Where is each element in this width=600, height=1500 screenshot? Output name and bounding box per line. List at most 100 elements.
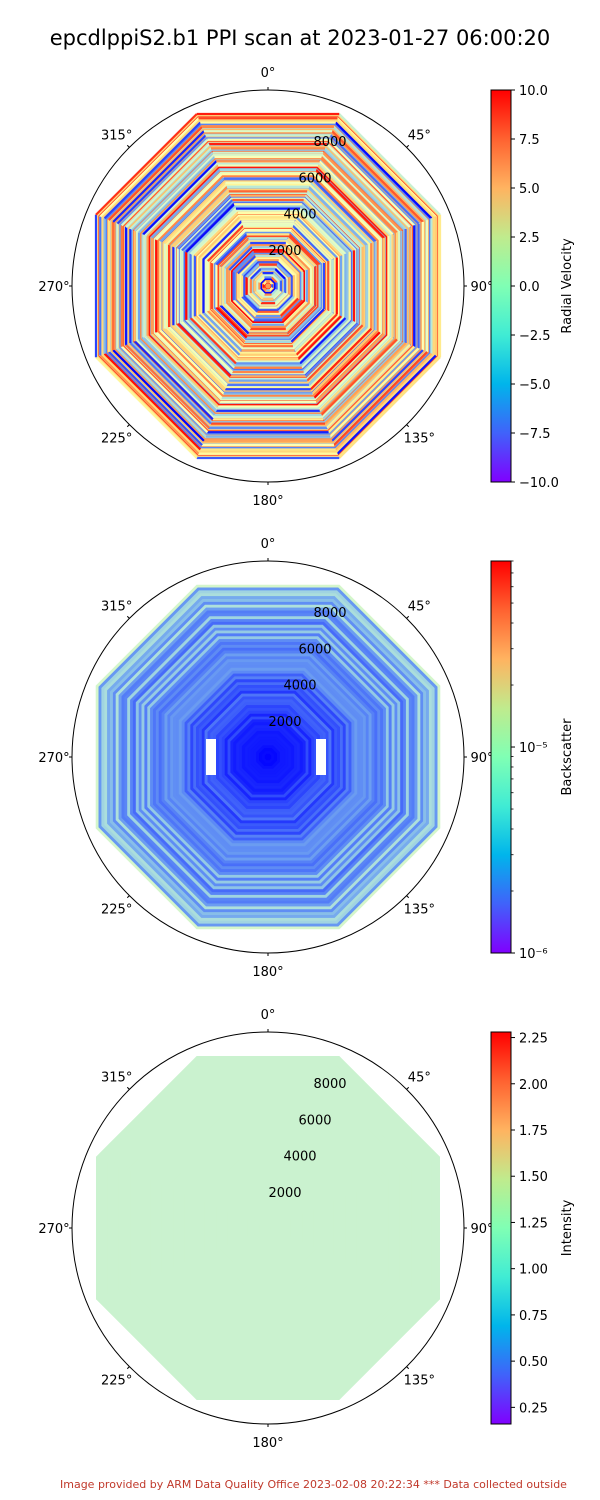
angle-tick-label: 180°: [252, 965, 283, 980]
angle-tick-label: 270°: [38, 1222, 69, 1237]
colorbar-tick-label: 1.25: [519, 1216, 548, 1231]
angle-tick: [406, 1366, 410, 1370]
range-stripe: [295, 313, 338, 356]
range-stripe: [151, 333, 221, 403]
range-stripe: [272, 272, 282, 282]
colorbar-tick-label: 2.00: [519, 1078, 548, 1093]
range-stripe: [211, 229, 246, 264]
colorbar-tick-label: 1.75: [519, 1124, 548, 1139]
range-stripe: [293, 220, 334, 261]
range-stripe: [324, 342, 407, 425]
angle-tick: [126, 895, 130, 899]
radial-tick-label: 2000: [268, 1186, 301, 1201]
angle-tick-label: 135°: [404, 1373, 435, 1388]
range-stripe: [129, 147, 212, 230]
range-stripe: [103, 121, 202, 220]
footer-credit: Image provided by ARM Data Quality Offic…: [60, 1478, 567, 1491]
range-stripe: [295, 216, 338, 259]
range-stripe: [95, 113, 198, 216]
range-stripe: [299, 207, 347, 255]
range-stripe: [164, 182, 227, 245]
range-stripe: [283, 246, 308, 271]
angle-tick: [406, 144, 410, 148]
range-stripe: [172, 190, 230, 248]
range-stripe: [237, 297, 257, 317]
range-stripe: [297, 315, 342, 360]
angle-tick: [126, 615, 130, 619]
range-stripe: [331, 349, 424, 442]
range-stripe: [120, 138, 209, 227]
range-stripe: [103, 352, 202, 451]
colorbar-label: Radial Velocity: [560, 238, 575, 334]
colorbar-tick-label: 0.75: [519, 1309, 548, 1324]
ppi-panel-3: 0° 45° 90° 135° 180° 225° 270° 315° 2000 4000 6000…: [38, 1008, 575, 1451]
range-stripe: [207, 225, 244, 262]
range-stripe: [277, 259, 295, 277]
range-stripe: [211, 308, 246, 343]
range-stripe: [151, 169, 221, 239]
range-stripe: [146, 164, 219, 237]
range-stripe: [308, 326, 368, 386]
range-stripe: [159, 177, 225, 243]
range-stripe: [181, 199, 234, 252]
range-stripe: [198, 216, 241, 259]
data-field: [94, 112, 442, 460]
range-stripe: [224, 242, 251, 269]
angle-tick-label: 270°: [38, 280, 69, 295]
missing-data-gap: [316, 739, 326, 775]
range-stripe: [292, 310, 329, 347]
range-stripe: [281, 250, 304, 273]
colorbar-3: 2.25 2.00 1.75 1.50 1.25 1.00 0.75 0.50 0.25 Inte…: [490, 1031, 575, 1425]
angle-tick-label: 0°: [261, 1008, 276, 1023]
angle-tick-label: 135°: [404, 902, 435, 917]
range-stripe: [232, 250, 255, 273]
range-stripe: [241, 259, 259, 277]
radial-tick-label: 8000: [313, 1077, 346, 1092]
range-stripe: [245, 263, 260, 278]
angle-tick-label: 135°: [404, 431, 435, 446]
range-stripe: [142, 336, 218, 412]
range-stripe: [320, 156, 398, 234]
colorbar-2: 10⁻⁵ 10⁻⁶ Backscatter: [490, 560, 575, 962]
range-stripe: [116, 347, 207, 438]
range-stripe: [269, 287, 274, 292]
range-stripe: [258, 288, 266, 296]
range-stripe: [215, 233, 248, 266]
colorbar-tick-label: 10⁻⁶: [519, 947, 548, 962]
range-stripe: [286, 237, 317, 268]
range-stripe: [301, 319, 351, 369]
range-stripe: [112, 130, 205, 223]
range-stripe: [224, 303, 251, 330]
colorbar-tick-label: −10.0: [519, 476, 559, 491]
range-stripe: [219, 237, 250, 268]
range-stripe: [185, 319, 235, 369]
range-stripe: [281, 299, 304, 322]
angle-tick-label: 45°: [408, 129, 431, 144]
angle-tick-label: 0°: [261, 66, 276, 81]
angle-tick: [406, 895, 410, 899]
range-stripe: [285, 242, 312, 269]
range-band: [265, 1225, 271, 1231]
colorbar-tick-label: −7.5: [519, 427, 551, 442]
range-stripe: [168, 326, 228, 386]
range-stripe: [108, 351, 203, 446]
range-stripe: [276, 294, 291, 309]
range-stripe: [164, 327, 227, 390]
colorbar-tick-label: 0.50: [519, 1355, 548, 1370]
colorbar-tick-label: 7.5: [519, 133, 540, 148]
range-stripe: [302, 199, 355, 252]
range-stripe: [262, 280, 267, 285]
angle-tick: [406, 615, 410, 619]
range-stripe: [329, 134, 420, 225]
angle-tick-label: 90°: [470, 1222, 493, 1237]
range-stripe: [250, 292, 262, 304]
range-stripe: [290, 308, 325, 343]
range-stripe: [270, 276, 278, 284]
range-stripe: [277, 295, 295, 313]
colorbar-tick-label: 5.0: [519, 182, 540, 197]
range-stripe: [202, 311, 243, 352]
range-stripe: [241, 295, 259, 313]
range-band: [264, 753, 272, 761]
range-stripe: [176, 322, 232, 378]
